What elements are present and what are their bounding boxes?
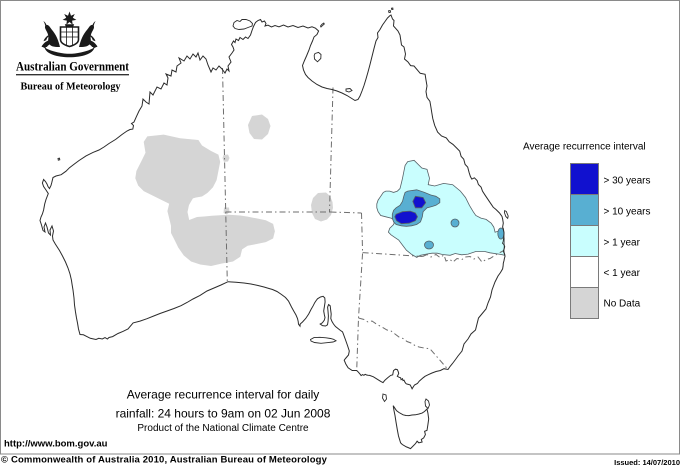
svg-text:< 1 year: < 1 year (604, 268, 641, 279)
svg-text:http://www.bom.gov.au: http://www.bom.gov.au (4, 439, 108, 450)
svg-text:Bureau of Meteorology: Bureau of Meteorology (21, 82, 122, 93)
svg-text:No Data: No Data (604, 299, 641, 310)
svg-text:Average recurrence interval fo: Average recurrence interval for daily (127, 388, 320, 402)
svg-text:> 1 year: > 1 year (604, 238, 641, 249)
svg-text:Average recurrence interval: Average recurrence interval (523, 142, 646, 153)
svg-text:Australian Government: Australian Government (16, 60, 130, 74)
svg-text:Product of the National Climat: Product of the National Climate Centre (137, 423, 309, 434)
svg-text:© Commonwealth of Australia 20: © Commonwealth of Australia 2010, Austra… (1, 455, 328, 466)
svg-text:> 10 years: > 10 years (604, 207, 651, 218)
svg-text:Issued: 14/07/2010: Issued: 14/07/2010 (614, 458, 680, 467)
svg-text:> 30 years: > 30 years (604, 176, 651, 187)
svg-text:rainfall: 24 hours to 9am on 0: rainfall: 24 hours to 9am on 02 Jun 2008 (116, 407, 331, 421)
